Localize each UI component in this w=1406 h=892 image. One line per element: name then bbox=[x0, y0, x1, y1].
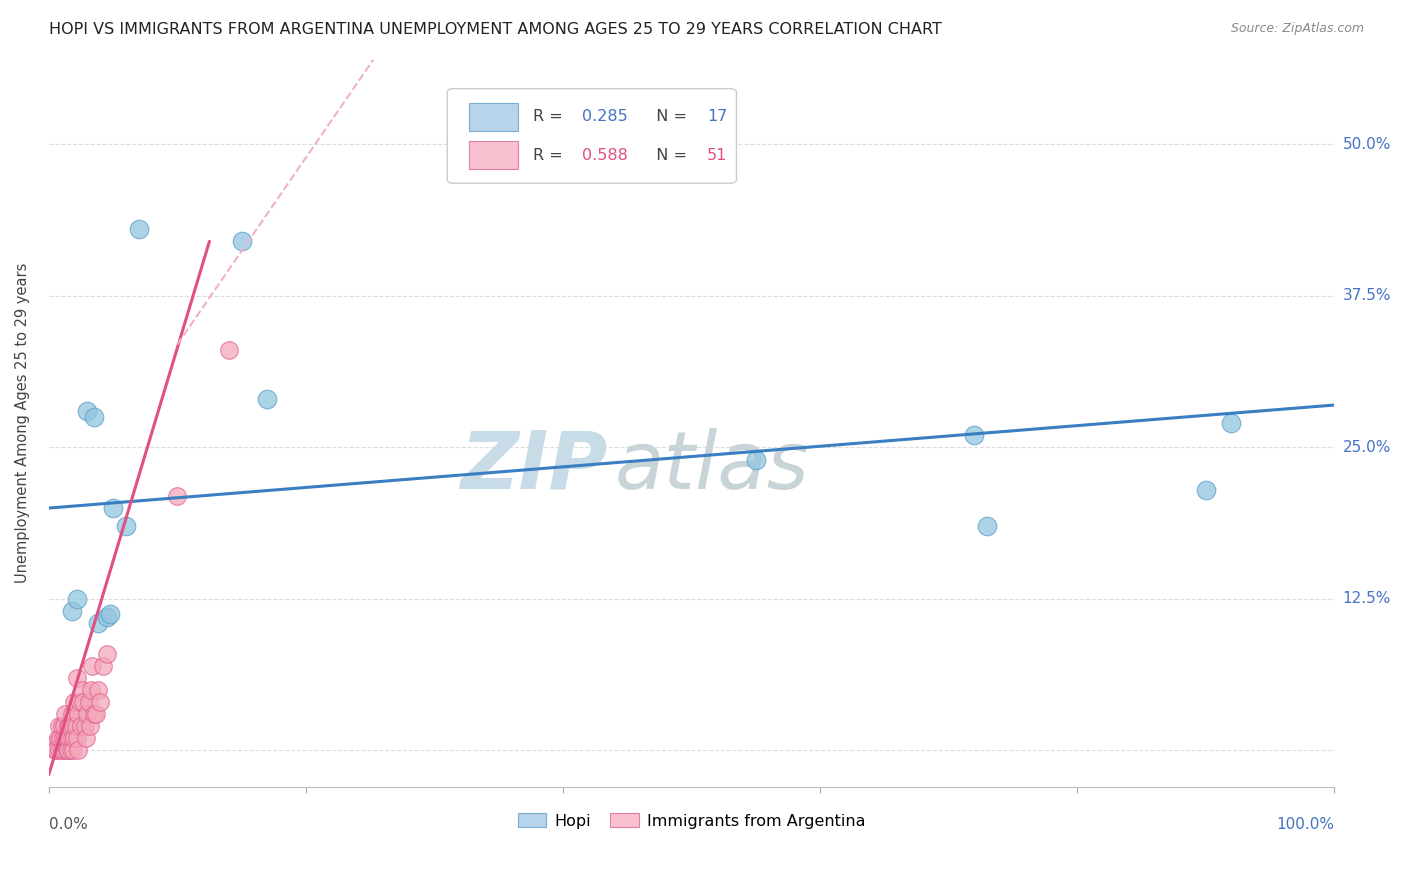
Point bbox=[58, 719, 80, 733]
Point bbox=[1194, 483, 1216, 497]
Point bbox=[70, 719, 93, 733]
Legend: Hopi, Immigrants from Argentina: Hopi, Immigrants from Argentina bbox=[513, 809, 870, 833]
Point bbox=[77, 695, 100, 709]
Point bbox=[128, 222, 150, 236]
Point bbox=[76, 404, 98, 418]
Point bbox=[49, 731, 72, 746]
Point bbox=[56, 743, 79, 757]
Point bbox=[115, 519, 138, 533]
Point bbox=[66, 671, 89, 685]
Point bbox=[73, 719, 96, 733]
Point bbox=[84, 707, 107, 722]
Point bbox=[55, 743, 77, 757]
Point bbox=[79, 719, 101, 733]
Point bbox=[72, 695, 94, 709]
Point bbox=[82, 658, 104, 673]
Point bbox=[60, 604, 83, 618]
Point bbox=[53, 719, 76, 733]
Point bbox=[83, 707, 105, 722]
Point bbox=[60, 707, 83, 722]
Text: 50.0%: 50.0% bbox=[1343, 137, 1391, 152]
Text: 12.5%: 12.5% bbox=[1343, 591, 1391, 607]
Bar bbox=[470, 141, 517, 169]
Point bbox=[52, 731, 75, 746]
Point bbox=[1220, 416, 1243, 430]
Point bbox=[55, 707, 77, 722]
Point bbox=[48, 719, 70, 733]
Y-axis label: Unemployment Among Ages 25 to 29 years: Unemployment Among Ages 25 to 29 years bbox=[15, 263, 30, 583]
Text: 25.0%: 25.0% bbox=[1343, 440, 1391, 455]
Text: HOPI VS IMMIGRANTS FROM ARGENTINA UNEMPLOYMENT AMONG AGES 25 TO 29 YEARS CORRELA: HOPI VS IMMIGRANTS FROM ARGENTINA UNEMPL… bbox=[49, 22, 942, 37]
Point bbox=[51, 719, 73, 733]
Point bbox=[96, 647, 118, 661]
Point bbox=[101, 501, 124, 516]
Point bbox=[62, 719, 84, 733]
Point bbox=[76, 707, 98, 722]
Point bbox=[53, 743, 76, 757]
Point bbox=[63, 731, 86, 746]
Point bbox=[86, 682, 108, 697]
Point bbox=[55, 731, 77, 746]
Text: R =: R = bbox=[533, 109, 568, 124]
Point bbox=[75, 731, 97, 746]
Point bbox=[963, 428, 986, 442]
Point bbox=[89, 695, 111, 709]
Text: 17: 17 bbox=[707, 109, 727, 124]
Text: atlas: atlas bbox=[614, 428, 808, 506]
Point bbox=[80, 682, 103, 697]
Bar bbox=[470, 103, 517, 130]
Point bbox=[59, 743, 82, 757]
Text: 37.5%: 37.5% bbox=[1343, 288, 1391, 303]
Point bbox=[96, 610, 118, 624]
Text: 51: 51 bbox=[707, 148, 727, 162]
Point bbox=[48, 743, 70, 757]
Text: R =: R = bbox=[533, 148, 568, 162]
Point bbox=[745, 452, 768, 467]
Point bbox=[218, 343, 240, 358]
FancyBboxPatch shape bbox=[447, 88, 737, 183]
Point bbox=[67, 707, 90, 722]
Point bbox=[231, 235, 253, 249]
Text: ZIP: ZIP bbox=[461, 428, 607, 506]
Point bbox=[66, 731, 89, 746]
Point bbox=[976, 519, 998, 533]
Text: 0.285: 0.285 bbox=[582, 109, 628, 124]
Point bbox=[69, 695, 91, 709]
Point bbox=[63, 695, 86, 709]
Point bbox=[45, 743, 67, 757]
Point bbox=[70, 682, 93, 697]
Point bbox=[60, 731, 83, 746]
Point bbox=[51, 743, 73, 757]
Point bbox=[100, 607, 122, 621]
Point bbox=[86, 616, 108, 631]
Point bbox=[166, 489, 188, 503]
Point bbox=[256, 392, 278, 406]
Point bbox=[44, 743, 66, 757]
Text: 100.0%: 100.0% bbox=[1277, 817, 1334, 832]
Point bbox=[56, 719, 79, 733]
Point bbox=[46, 731, 69, 746]
Point bbox=[65, 719, 87, 733]
Text: 0.0%: 0.0% bbox=[49, 817, 87, 832]
Point bbox=[55, 731, 77, 746]
Point bbox=[58, 731, 80, 746]
Point bbox=[67, 743, 90, 757]
Text: 0.588: 0.588 bbox=[582, 148, 628, 162]
Point bbox=[91, 658, 114, 673]
Point bbox=[83, 410, 105, 425]
Point bbox=[42, 738, 65, 752]
Point bbox=[66, 591, 89, 606]
Text: Source: ZipAtlas.com: Source: ZipAtlas.com bbox=[1230, 22, 1364, 36]
Text: N =: N = bbox=[647, 148, 693, 162]
Text: N =: N = bbox=[647, 109, 693, 124]
Point bbox=[62, 743, 84, 757]
